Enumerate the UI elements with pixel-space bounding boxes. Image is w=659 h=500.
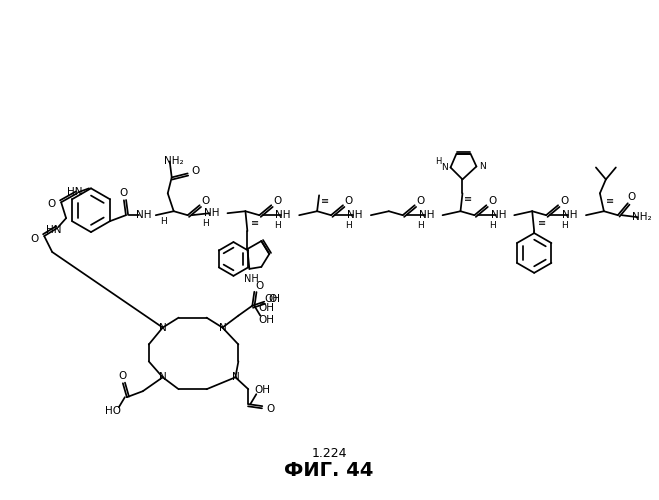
- Text: O: O: [627, 192, 636, 202]
- Text: ≡: ≡: [606, 196, 614, 206]
- Text: NH: NH: [136, 210, 152, 220]
- Text: NH: NH: [244, 274, 259, 284]
- Text: HN: HN: [67, 188, 83, 198]
- Text: O: O: [255, 281, 264, 291]
- Text: NH: NH: [347, 210, 362, 220]
- Text: NH: NH: [490, 210, 506, 220]
- Text: NH: NH: [204, 208, 219, 218]
- Text: 1.224: 1.224: [311, 448, 347, 460]
- Text: OH: OH: [264, 294, 280, 304]
- Text: O: O: [560, 196, 568, 206]
- Text: O: O: [47, 200, 55, 209]
- Text: O: O: [488, 196, 496, 206]
- Text: OH: OH: [258, 302, 274, 312]
- Text: O: O: [273, 196, 281, 206]
- Text: H: H: [489, 220, 496, 230]
- Text: ≡: ≡: [538, 218, 546, 228]
- Text: O: O: [268, 294, 276, 304]
- Text: ≡: ≡: [251, 218, 260, 228]
- Text: H: H: [417, 220, 424, 230]
- Text: OH: OH: [258, 314, 274, 324]
- Text: HN: HN: [46, 225, 62, 235]
- Text: NH₂: NH₂: [632, 212, 652, 222]
- Text: H: H: [561, 220, 567, 230]
- Text: ≡: ≡: [465, 194, 473, 204]
- Text: NH: NH: [419, 210, 434, 220]
- Text: ≡: ≡: [321, 196, 329, 206]
- Text: H: H: [274, 220, 281, 230]
- Text: N: N: [219, 322, 226, 332]
- Text: NH: NH: [562, 210, 578, 220]
- Text: OH: OH: [254, 385, 270, 395]
- Text: NH₂: NH₂: [164, 156, 183, 166]
- Text: N: N: [231, 372, 239, 382]
- Text: O: O: [416, 196, 425, 206]
- Text: NH: NH: [275, 210, 291, 220]
- Text: H: H: [160, 216, 167, 226]
- Text: ФИГ. 44: ФИГ. 44: [284, 462, 374, 480]
- Text: N: N: [441, 163, 448, 172]
- Text: O: O: [119, 372, 127, 382]
- Text: O: O: [266, 404, 274, 414]
- Text: N: N: [159, 322, 167, 332]
- Text: N: N: [159, 372, 167, 382]
- Text: O: O: [120, 188, 128, 198]
- Text: N: N: [479, 162, 486, 171]
- Text: H: H: [345, 220, 353, 230]
- Text: O: O: [202, 196, 210, 206]
- Text: O: O: [345, 196, 353, 206]
- Text: O: O: [30, 234, 38, 244]
- Text: O: O: [192, 166, 200, 176]
- Text: HO: HO: [105, 406, 121, 416]
- Text: H: H: [436, 157, 442, 166]
- Text: H: H: [202, 218, 209, 228]
